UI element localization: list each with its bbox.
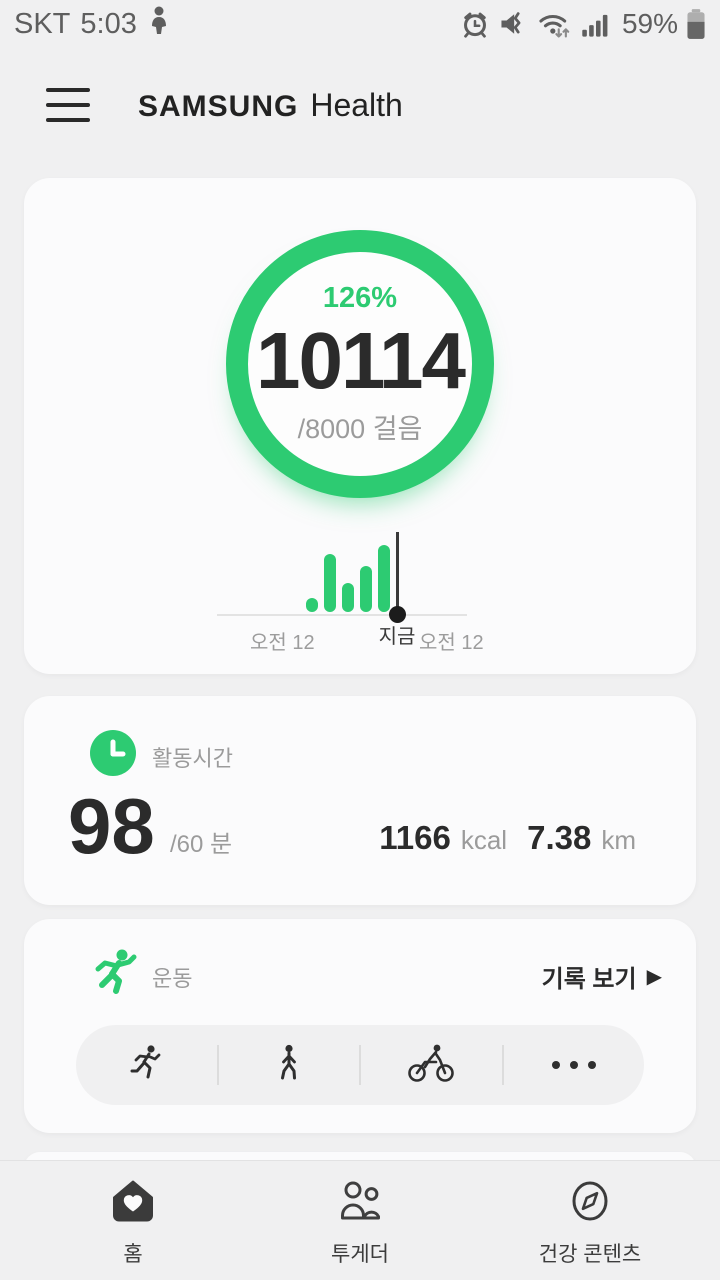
chart-bar (360, 566, 372, 612)
status-bar: SKT 5:03 (0, 0, 720, 48)
app-logo: SAMSUNG Health (138, 87, 403, 124)
wifi-icon (536, 8, 572, 40)
compass-icon (566, 1177, 614, 1230)
clock-time: 5:03 (80, 7, 137, 40)
exercise-more-button[interactable] (504, 1025, 645, 1105)
exercise-card: 운동 기록 보기 ▶ (24, 919, 696, 1133)
activity-time-card[interactable]: 활동시간 98 /60 분 1166 kcal 7.38 km (24, 696, 696, 905)
together-people-icon (336, 1177, 384, 1230)
nav-label-home: 홈 (123, 1243, 143, 1266)
nav-tab-together[interactable]: 투게더 (280, 1177, 440, 1268)
steps-goal: /8000 걸음 (297, 414, 423, 444)
chart-bars (306, 542, 396, 612)
calories-unit: kcal (460, 825, 508, 855)
vibrate-mute-icon (498, 9, 528, 39)
divider (501, 1045, 504, 1085)
steps-bar-chart (217, 528, 467, 638)
app-header: SAMSUNG Health (0, 62, 720, 148)
view-records-button[interactable]: 기록 보기 ▶ (542, 959, 662, 994)
runner-icon (88, 945, 140, 997)
steps-count: 10114 (255, 316, 466, 405)
hamburger-menu-icon[interactable] (46, 88, 90, 122)
distance-value: 7.38 (527, 819, 592, 856)
more-options-icon (551, 1061, 596, 1069)
alarm-icon (460, 9, 490, 39)
carrier-label: SKT (14, 7, 71, 40)
signal-icon (580, 9, 612, 39)
cycling-icon (406, 1042, 456, 1089)
now-marker-dot (389, 606, 406, 623)
home-heart-icon (109, 1177, 157, 1230)
nav-label-together: 투게더 (331, 1243, 389, 1266)
battery-percent-label: 59% (621, 8, 678, 39)
bottom-navigation: 홈 투게더 건강 콘텐츠 (0, 1160, 720, 1280)
battery-icon (686, 8, 706, 40)
active-minutes-value: 98 (68, 782, 155, 870)
axis-label-left: 오전 12 (250, 632, 315, 654)
running-icon (126, 1043, 166, 1088)
exercise-title: 운동 (152, 966, 193, 991)
person-icon (147, 5, 171, 43)
chart-bar (306, 598, 318, 612)
now-label: 지금 (378, 626, 416, 648)
nav-tab-home[interactable]: 홈 (53, 1177, 213, 1268)
clock-icon (90, 730, 136, 776)
play-arrow-icon: ▶ (646, 966, 662, 988)
exercise-cycling-button[interactable] (361, 1025, 502, 1105)
steps-percent: 126% (322, 282, 398, 314)
chart-baseline (217, 614, 467, 616)
view-records-label: 기록 보기 (541, 966, 637, 993)
activity-time-title: 활동시간 (152, 746, 233, 771)
exercise-running-button[interactable] (76, 1025, 217, 1105)
active-minutes-goal: /60 분 (170, 831, 233, 858)
exercise-walking-button[interactable] (219, 1025, 360, 1105)
brand-label: SAMSUNG (138, 89, 299, 123)
axis-label-right: 오전 12 (419, 632, 484, 654)
exercise-shortcuts (76, 1025, 644, 1105)
nav-tab-health-content[interactable]: 건강 콘텐츠 (510, 1177, 670, 1268)
chart-bar (324, 554, 336, 612)
now-marker-line (396, 532, 399, 615)
walking-icon (269, 1043, 309, 1088)
steps-card[interactable]: 126% 10114 /8000 걸음 오전 12 지금 오전 12 (24, 178, 696, 674)
chart-bar (342, 583, 354, 612)
divider (216, 1045, 219, 1085)
divider (359, 1045, 361, 1085)
chart-bar (378, 545, 390, 612)
calories-value: 1166 (379, 819, 451, 856)
app-name-label: Health (310, 86, 403, 123)
steps-progress-ring: 126% 10114 /8000 걸음 (226, 230, 494, 498)
distance-unit: km (601, 825, 636, 855)
nav-label-health-content: 건강 콘텐츠 (538, 1243, 642, 1266)
